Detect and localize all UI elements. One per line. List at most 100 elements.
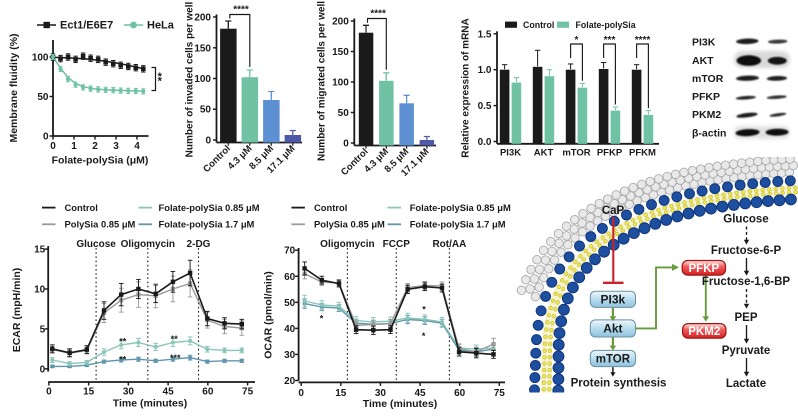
- svg-text:****: ****: [233, 5, 249, 16]
- svg-text:200: 200: [332, 17, 349, 28]
- svg-text:15: 15: [34, 245, 46, 256]
- svg-text:mTOR: mTOR: [596, 354, 631, 366]
- svg-text:**: **: [119, 337, 127, 347]
- svg-text:50: 50: [37, 92, 49, 103]
- svg-text:5: 5: [40, 324, 46, 335]
- svg-text:60: 60: [454, 388, 466, 399]
- svg-text:Folate-polySia 1.7 μM: Folate-polySia 1.7 μM: [159, 219, 255, 230]
- svg-text:50: 50: [338, 108, 350, 119]
- svg-text:10: 10: [34, 285, 46, 296]
- svg-text:30: 30: [123, 387, 135, 398]
- svg-text:100: 100: [32, 53, 49, 64]
- svg-text:****: ****: [370, 9, 386, 20]
- svg-text:**: **: [119, 355, 127, 365]
- svg-text:50: 50: [200, 105, 212, 116]
- svg-text:Folate-polySia: Folate-polySia: [576, 20, 636, 30]
- svg-text:2-DG: 2-DG: [187, 239, 211, 250]
- svg-text:15: 15: [83, 387, 95, 398]
- svg-text:4: 4: [134, 141, 140, 152]
- svg-text:mTOR: mTOR: [692, 73, 724, 85]
- svg-text:45: 45: [163, 387, 175, 398]
- svg-text:AKT: AKT: [692, 55, 714, 67]
- svg-text:0: 0: [343, 139, 349, 150]
- svg-text:75: 75: [242, 387, 254, 398]
- svg-text:Pyruvate: Pyruvate: [722, 345, 771, 357]
- svg-text:100: 100: [332, 78, 349, 89]
- svg-text:20: 20: [284, 376, 296, 387]
- svg-text:2: 2: [92, 141, 98, 152]
- svg-text:mTOR: mTOR: [562, 148, 590, 159]
- svg-text:OCAR (pmol/min): OCAR (pmol/min): [263, 271, 275, 359]
- svg-text:ECAR (mpH/min): ECAR (mpH/min): [11, 268, 23, 353]
- svg-text:Fructose-1,6-BP: Fructose-1,6-BP: [702, 276, 791, 288]
- svg-text:Folate-polySia 0.85 μM: Folate-polySia 0.85 μM: [159, 202, 260, 213]
- svg-text:**: **: [171, 334, 179, 344]
- svg-text:Lactate: Lactate: [726, 378, 766, 390]
- svg-text:0: 0: [46, 387, 52, 398]
- svg-text:45: 45: [414, 388, 426, 399]
- svg-text:*: *: [158, 71, 163, 83]
- svg-text:****: ****: [635, 35, 651, 46]
- svg-text:0: 0: [205, 136, 211, 147]
- svg-text:Control: Control: [65, 202, 98, 213]
- svg-text:*: *: [422, 331, 426, 341]
- svg-text:Akt: Akt: [603, 321, 622, 335]
- svg-text:Control: Control: [314, 202, 347, 213]
- svg-text:***: ***: [170, 353, 181, 363]
- svg-text:Rot/AA: Rot/AA: [432, 239, 466, 250]
- svg-text:Folate-polySia 0.85 μM: Folate-polySia 0.85 μM: [410, 202, 511, 213]
- svg-text:1.5: 1.5: [478, 29, 492, 40]
- svg-text:PolySia 0.85 μM: PolySia 0.85 μM: [314, 219, 385, 230]
- svg-text:CaP: CaP: [602, 205, 625, 217]
- svg-text:200: 200: [194, 13, 211, 24]
- svg-text:PI3k: PI3k: [601, 292, 626, 306]
- svg-text:75: 75: [494, 388, 506, 399]
- svg-text:Glucose: Glucose: [76, 239, 116, 250]
- svg-text:AKT: AKT: [534, 148, 554, 159]
- svg-text:PFKP: PFKP: [597, 148, 623, 159]
- svg-text:PI3K: PI3K: [692, 37, 716, 49]
- svg-text:*: *: [422, 305, 426, 315]
- svg-text:1.0: 1.0: [478, 65, 492, 76]
- svg-text:100: 100: [194, 74, 211, 85]
- svg-text:Fructose-6-P: Fructose-6-P: [711, 245, 782, 257]
- svg-text:Protein synthesis: Protein synthesis: [571, 378, 667, 390]
- svg-text:*: *: [158, 76, 163, 88]
- svg-text:Oligomycin: Oligomycin: [320, 239, 374, 250]
- svg-text:30: 30: [375, 388, 387, 399]
- svg-text:Glucose: Glucose: [723, 214, 768, 226]
- svg-text:0.0: 0.0: [478, 137, 492, 148]
- svg-text:60: 60: [284, 272, 296, 283]
- svg-text:Number of migrated cells per w: Number of migrated cells per well: [317, 1, 328, 161]
- svg-text:PKM2: PKM2: [692, 109, 721, 121]
- svg-text:150: 150: [194, 43, 211, 54]
- svg-text:0: 0: [50, 141, 56, 152]
- svg-text:0.5: 0.5: [478, 101, 492, 112]
- svg-text:Relative expression of mRNA: Relative expression of mRNA: [461, 18, 472, 158]
- svg-text:Time (minutes): Time (minutes): [113, 398, 187, 410]
- svg-text:*: *: [320, 314, 324, 324]
- svg-text:Oligomycin: Oligomycin: [121, 239, 175, 250]
- svg-text:1: 1: [71, 141, 77, 152]
- svg-text:*: *: [575, 35, 579, 46]
- svg-text:0: 0: [40, 364, 46, 375]
- svg-text:Ect1/E6E7: Ect1/E6E7: [60, 20, 113, 32]
- svg-text:40: 40: [284, 324, 296, 335]
- svg-text:Membrane fluidity (%): Membrane fluidity (%): [8, 33, 20, 142]
- svg-text:150: 150: [332, 47, 349, 58]
- svg-text:70: 70: [284, 246, 296, 257]
- svg-text:***: ***: [604, 35, 616, 46]
- svg-text:3: 3: [113, 141, 119, 152]
- svg-text:Number of invaded cells per we: Number of invaded cells per well: [185, 1, 196, 157]
- svg-text:50: 50: [284, 298, 296, 309]
- svg-text:PolySia 0.85 μM: PolySia 0.85 μM: [65, 219, 136, 230]
- svg-text:PFKP: PFKP: [692, 91, 720, 103]
- svg-text:Folate-polySia (μM): Folate-polySia (μM): [52, 155, 149, 167]
- svg-text:PFKP: PFKP: [689, 263, 720, 275]
- svg-text:Folate-polySia 1.7 μM: Folate-polySia 1.7 μM: [410, 219, 506, 230]
- svg-text:30: 30: [284, 350, 296, 361]
- svg-text:15: 15: [335, 388, 347, 399]
- svg-text:β-actin: β-actin: [692, 128, 726, 140]
- svg-text:Control: Control: [523, 20, 554, 30]
- svg-text:0: 0: [298, 388, 304, 399]
